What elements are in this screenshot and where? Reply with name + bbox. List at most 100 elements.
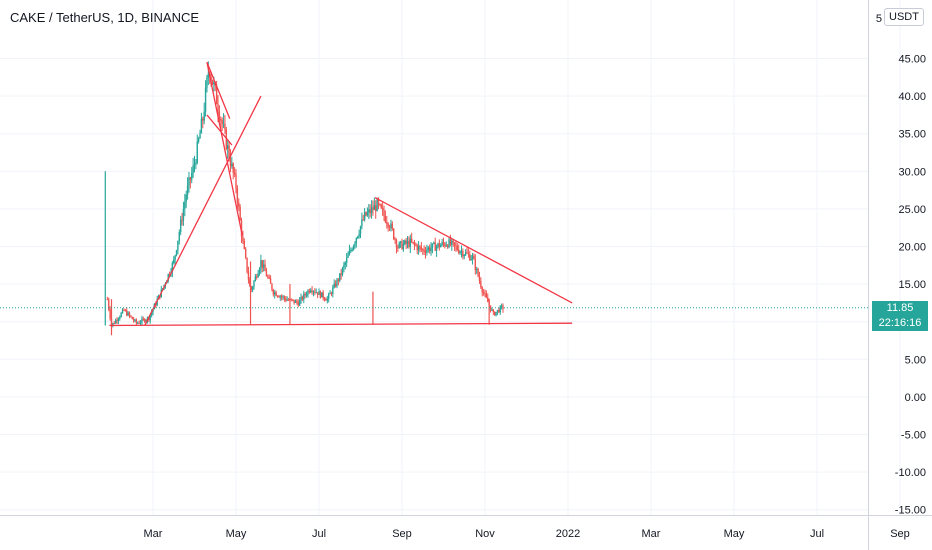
candle-body — [431, 243, 434, 249]
x-tick-label: Mar — [144, 528, 163, 540]
y-tick-label: 5.00 — [905, 354, 926, 366]
candle-body — [401, 241, 403, 250]
candle-body — [220, 119, 222, 121]
y-tick-label: 20.00 — [898, 242, 926, 254]
x-tick-label: Mar — [642, 528, 661, 540]
candle-body — [365, 211, 367, 216]
candle-body — [175, 250, 178, 256]
candle-body — [499, 306, 501, 313]
candle-body — [393, 228, 395, 239]
candle-body — [130, 315, 132, 317]
x-tick-label: Nov — [475, 528, 495, 540]
candle-body — [134, 319, 136, 321]
candle-body — [395, 239, 398, 248]
candle-body — [253, 281, 255, 287]
candle-body — [271, 283, 273, 290]
candle-body — [292, 299, 294, 301]
y-tick-label: 25.00 — [898, 204, 926, 216]
candle-body — [485, 293, 488, 298]
candle-body — [227, 145, 229, 149]
candle-body — [471, 255, 474, 259]
candle-body — [117, 318, 120, 321]
x-tick-label: Jul — [312, 528, 326, 540]
candle-body — [268, 277, 270, 279]
candle-body — [145, 320, 147, 322]
candle-body — [416, 245, 418, 251]
candle-body — [424, 251, 427, 253]
candle-body — [240, 220, 243, 237]
candle-body — [283, 296, 286, 299]
candle-body — [314, 291, 316, 293]
candle-body — [380, 204, 382, 209]
candle-body — [386, 222, 388, 224]
candle-body — [316, 292, 319, 295]
candle-body — [445, 245, 447, 247]
candle-body — [474, 259, 477, 270]
y-tick-label: -10.00 — [895, 467, 926, 479]
candle-body — [399, 241, 402, 243]
candle-body — [318, 291, 320, 295]
candle-body — [304, 293, 306, 296]
candle-body — [138, 322, 140, 324]
candle-body — [298, 300, 301, 306]
candle-body — [359, 226, 362, 234]
chart-title: CAKE / TetherUS, 1D, BINANCE — [10, 10, 200, 25]
candle-body — [127, 312, 129, 316]
candle-body — [500, 305, 503, 307]
candle-body — [260, 260, 262, 269]
candle-body — [379, 203, 381, 205]
candle-body — [308, 290, 311, 293]
candle-body — [481, 287, 483, 293]
candle-body — [204, 87, 207, 112]
candle-body — [144, 319, 146, 322]
candle-body — [455, 245, 457, 247]
x-tick-label: Sep — [392, 528, 412, 540]
candle-body — [398, 242, 400, 248]
candle-body — [409, 238, 411, 247]
candle-body — [419, 245, 421, 247]
candle-body — [478, 276, 481, 281]
candle-body — [149, 315, 151, 321]
candle-body — [470, 258, 472, 261]
candle-body — [435, 246, 438, 251]
candle-body — [480, 280, 482, 288]
candle-body — [333, 283, 335, 288]
candle-body — [178, 232, 180, 241]
y-tick-label: 0.00 — [905, 392, 926, 404]
candle-body — [168, 274, 171, 276]
currency-selector[interactable]: USDT — [884, 8, 924, 26]
candle-body — [231, 163, 233, 167]
candle-body — [355, 238, 358, 243]
candle-body — [189, 177, 192, 180]
candle-body — [466, 252, 468, 254]
candle-body — [452, 240, 454, 243]
candle-body — [312, 291, 315, 293]
candle-body — [131, 316, 133, 320]
candle-body — [456, 246, 459, 250]
candle-body — [121, 309, 124, 313]
candle-body — [195, 162, 197, 165]
candle-body — [193, 164, 196, 166]
candle-body — [197, 138, 200, 142]
candle-body — [410, 238, 413, 242]
candle-body — [228, 145, 230, 159]
trendlines — [109, 62, 573, 327]
y-tick-label: 30.00 — [898, 166, 926, 178]
x-tick-label: Jul — [810, 528, 824, 540]
candle-body — [373, 205, 376, 211]
candle-body — [222, 123, 225, 125]
candle-body — [361, 219, 363, 227]
y-tick-label: 45.00 — [898, 54, 926, 66]
candle-body — [310, 290, 312, 293]
candle-body — [330, 293, 333, 295]
candle-body — [363, 211, 366, 220]
candle-body — [265, 271, 268, 277]
candle-body — [464, 252, 467, 255]
candle-body — [272, 289, 275, 295]
trendline — [144, 95, 262, 326]
candle-body — [278, 296, 280, 298]
candle-body — [135, 319, 138, 324]
candle-body — [417, 245, 420, 251]
candle-body — [279, 296, 281, 298]
candle-body — [182, 208, 185, 221]
